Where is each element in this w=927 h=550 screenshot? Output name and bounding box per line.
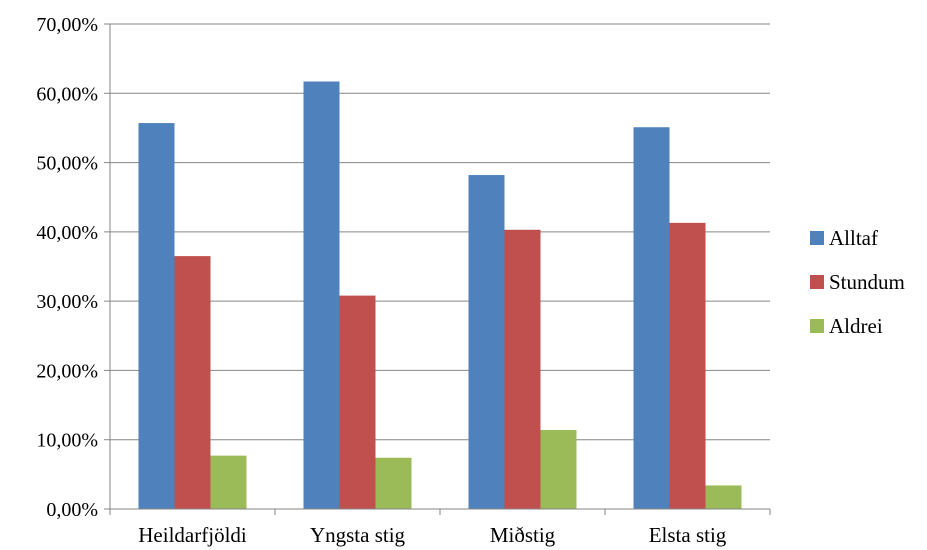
x-tick-label: Yngsta stig [310,523,406,547]
legend-swatch-alltaf [810,231,824,245]
legend-label-aldrei: Aldrei [829,314,883,338]
y-tick-label: 10,00% [36,430,98,452]
y-tick-label: 20,00% [36,360,98,382]
bar-aldrei-0 [210,455,247,509]
bar-alltaf-0 [138,123,175,509]
y-tick-label: 40,00% [36,222,98,244]
bar-alltaf-2 [468,175,505,510]
legend-label-stundum: Stundum [829,270,905,294]
legend-swatch-stundum [810,275,824,289]
legend: Alltaf Stundum Aldrei [810,226,905,338]
bar-stundum-1 [339,295,376,509]
bar-alltaf-3 [633,127,670,509]
x-tick-label: Elsta stig [649,523,727,547]
y-tick-label: 50,00% [36,153,98,175]
y-tick-label: 70,00% [36,14,98,36]
y-axis-ticks: 0,00% 10,00% 20,00% 30,00% 40,00% 50,00% 60,00… [36,14,110,521]
x-tick-label: Heildarfjöldi [138,523,247,547]
x-tick-label: Miðstig [490,523,556,547]
bar-alltaf-1 [303,81,340,509]
bar-aldrei-1 [375,457,412,509]
bar-stundum-0 [174,256,211,509]
bar-stundum-3 [669,222,706,509]
y-tick-label: 0,00% [46,499,98,521]
y-tick-label: 30,00% [36,291,98,313]
x-axis-ticks: Heildarfjöldi Yngsta stig Miðstig Elsta sti… [109,509,771,547]
gridlines [110,23,770,441]
bar-aldrei-3 [705,485,742,509]
bars [138,81,742,510]
legend-swatch-aldrei [810,319,824,333]
legend-label-alltaf: Alltaf [829,226,878,250]
bar-aldrei-2 [540,430,577,509]
bar-stundum-2 [504,229,541,509]
y-tick-label: 60,00% [36,83,98,105]
